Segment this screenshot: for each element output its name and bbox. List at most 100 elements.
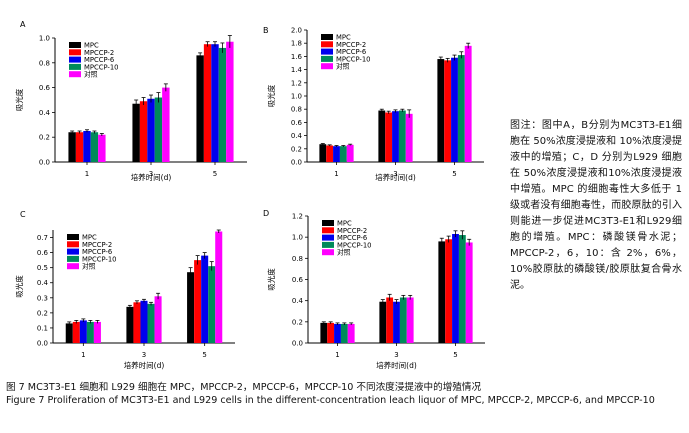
y-axis-title: 吸光度 bbox=[14, 275, 24, 298]
bar bbox=[319, 144, 327, 162]
bar bbox=[194, 260, 202, 343]
legend-swatch bbox=[322, 227, 334, 234]
x-axis-title: 培养时间(d) bbox=[375, 172, 416, 182]
panel-label: B bbox=[263, 26, 269, 35]
bar bbox=[320, 322, 328, 343]
figure-note: 图注：图中A，B分别为MC3T3-E1细胞在 50%浓度浸提液和 10%浓度浸提… bbox=[510, 120, 682, 291]
y-tick-label: 0.3 bbox=[37, 294, 48, 302]
bar bbox=[196, 55, 204, 162]
y-tick-label: 1.2 bbox=[291, 79, 302, 87]
y-tick-label: 0.8 bbox=[39, 59, 50, 67]
bar bbox=[79, 320, 87, 343]
legend-label: MPCCP-2 bbox=[82, 241, 112, 249]
panel-label: D bbox=[263, 209, 269, 218]
bar bbox=[458, 235, 466, 343]
y-tick-label: 0.4 bbox=[39, 109, 51, 117]
bar bbox=[65, 323, 73, 343]
bar bbox=[154, 97, 163, 162]
y-tick-label: 0.2 bbox=[39, 134, 50, 142]
y-tick-label: 0.6 bbox=[291, 119, 303, 127]
x-axis-title: 培养时间(d) bbox=[131, 172, 172, 182]
legend-swatch bbox=[69, 63, 81, 70]
bar bbox=[334, 323, 341, 343]
bar bbox=[147, 98, 155, 162]
x-tick-label: 1 bbox=[334, 170, 338, 178]
legend-swatch bbox=[67, 255, 79, 262]
legend-swatch bbox=[321, 63, 333, 70]
x-axis-title: 培养时间(d) bbox=[124, 360, 165, 370]
legend-swatch bbox=[67, 248, 79, 255]
bar bbox=[203, 44, 212, 163]
bar bbox=[208, 266, 216, 343]
x-tick-label: 5 bbox=[452, 170, 456, 178]
bar bbox=[90, 132, 99, 162]
legend-label: MPCCP-10 bbox=[84, 63, 119, 71]
legend-swatch bbox=[69, 42, 81, 48]
bar bbox=[393, 301, 400, 343]
y-tick-label: 0.0 bbox=[39, 159, 50, 167]
legend-swatch bbox=[67, 234, 79, 240]
panel-label: C bbox=[20, 210, 26, 219]
y-tick-label: 1.4 bbox=[291, 66, 303, 74]
bar bbox=[147, 303, 155, 343]
bar bbox=[86, 321, 94, 343]
legend-label: MPCCP-6 bbox=[82, 248, 112, 256]
bar bbox=[437, 59, 445, 162]
legend-swatch bbox=[69, 71, 81, 78]
bar bbox=[215, 231, 223, 343]
caption-chinese: 图 7 MC3T3-E1 细胞和 L929 细胞在 MPC，MPCCP-2，MP… bbox=[6, 382, 482, 393]
y-axis-title: 吸光度 bbox=[14, 88, 24, 111]
legend-swatch bbox=[322, 220, 334, 226]
bar bbox=[139, 101, 148, 162]
y-tick-label: 0.7 bbox=[37, 234, 48, 242]
x-tick-label: 5 bbox=[202, 351, 206, 359]
legend-label: MPC bbox=[84, 42, 99, 50]
x-tick-label: 3 bbox=[142, 351, 146, 359]
bar bbox=[451, 57, 458, 162]
y-tick-label: 0.4 bbox=[292, 297, 304, 305]
bar bbox=[378, 110, 386, 162]
bar bbox=[211, 44, 219, 163]
y-tick-label: 1.8 bbox=[291, 40, 302, 48]
bar bbox=[154, 296, 162, 343]
bar bbox=[405, 113, 413, 162]
legend-label: MPC bbox=[337, 220, 352, 228]
bar bbox=[339, 146, 347, 162]
bar bbox=[201, 255, 209, 343]
bar bbox=[140, 300, 148, 343]
legend-swatch bbox=[322, 249, 334, 256]
bar bbox=[68, 132, 76, 162]
caption-english: Figure 7 Proliferation of MC3T3-E1 and L… bbox=[6, 395, 655, 406]
y-tick-label: 0.6 bbox=[37, 249, 49, 257]
x-tick-label: 5 bbox=[453, 351, 457, 359]
bar bbox=[98, 134, 106, 162]
legend-swatch bbox=[321, 41, 333, 48]
legend-swatch bbox=[67, 241, 79, 248]
x-tick-label: 3 bbox=[393, 170, 397, 178]
x-tick-label: 3 bbox=[394, 351, 398, 359]
bar bbox=[347, 323, 355, 343]
bar bbox=[379, 301, 387, 343]
y-tick-label: 0.2 bbox=[292, 318, 303, 326]
bar bbox=[187, 272, 195, 343]
legend-label: MPC bbox=[336, 34, 351, 42]
bar bbox=[438, 241, 446, 343]
bar bbox=[406, 297, 414, 343]
x-tick-label: 3 bbox=[149, 170, 153, 178]
legend-swatch bbox=[321, 55, 333, 62]
bar bbox=[386, 297, 394, 343]
bar bbox=[346, 144, 354, 162]
legend-swatch bbox=[322, 241, 334, 248]
legend-label: 对照 bbox=[336, 62, 350, 71]
y-tick-label: 0.8 bbox=[292, 255, 303, 263]
bar bbox=[445, 239, 453, 343]
y-tick-label: 1.2 bbox=[292, 213, 303, 221]
y-tick-label: 0.0 bbox=[37, 340, 48, 348]
